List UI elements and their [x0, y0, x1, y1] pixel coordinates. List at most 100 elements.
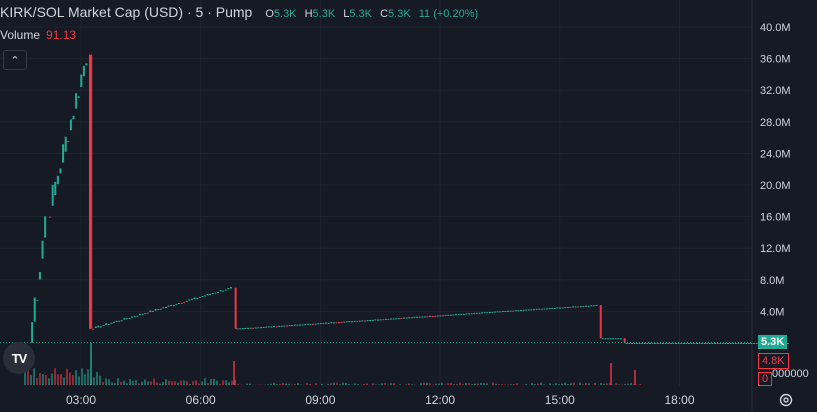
candle [449, 314, 452, 316]
volume-bar [327, 383, 329, 385]
volume-bar [57, 374, 59, 385]
candle [403, 317, 406, 319]
volume-bar [225, 380, 227, 385]
low-value: 5.3K [349, 8, 373, 20]
candle [343, 321, 346, 323]
candle [33, 297, 36, 322]
volume-bar [477, 383, 479, 385]
candle [252, 327, 255, 329]
candle [525, 309, 528, 311]
candle [193, 297, 196, 300]
volume-bar [573, 382, 575, 385]
candle [551, 307, 554, 309]
candle [149, 310, 152, 313]
volume-spike [233, 361, 235, 385]
settings-gear-icon[interactable] [778, 392, 794, 408]
candle [80, 74, 83, 88]
volume-bar [471, 384, 473, 385]
candle [88, 54, 93, 329]
candle [206, 293, 209, 296]
candle [260, 327, 263, 329]
candle [664, 342, 667, 344]
candle [351, 321, 354, 323]
candle [617, 338, 620, 340]
volume-bar [405, 384, 407, 385]
volume-bar [69, 372, 71, 385]
candle [183, 302, 186, 304]
candle [67, 141, 70, 143]
x-tick-label: 06:00 [186, 393, 216, 407]
low-label: L [343, 8, 350, 20]
volume-bar [627, 383, 629, 385]
candle [431, 315, 434, 317]
volume-bar [513, 384, 515, 385]
volume-bar [516, 383, 518, 385]
volume-bar [480, 382, 482, 385]
volume-bar [36, 377, 38, 385]
volume-bar [615, 383, 617, 385]
volume-bar [102, 382, 104, 385]
volume-bar [45, 375, 47, 385]
volume-bar [495, 383, 497, 385]
candle [227, 287, 230, 290]
volume-bar [504, 384, 506, 385]
candle [690, 342, 693, 344]
candle [125, 318, 128, 320]
volume-bar [276, 384, 278, 385]
candle [82, 65, 85, 77]
symbol-title[interactable]: KIRK/SOL Market Cap (USD) · 5 · Pump [0, 4, 253, 20]
candle [358, 320, 361, 322]
candle [306, 323, 309, 325]
volume-bar [141, 381, 143, 385]
volume-bar [186, 381, 188, 385]
volume-bar [150, 381, 152, 385]
candle [444, 314, 447, 316]
candle [377, 319, 380, 321]
candle [535, 308, 538, 310]
candle [633, 342, 636, 344]
candle [224, 289, 227, 291]
candle [408, 317, 411, 319]
volume-bar [315, 383, 317, 385]
volume-bar [444, 384, 446, 385]
volume-bar [459, 382, 461, 385]
volume-bar [228, 382, 230, 385]
candle [530, 309, 533, 311]
time-axis[interactable]: 03:00 06:00 09:00 12:00 15:00 18:00 [66, 393, 695, 407]
volume-bar [39, 373, 41, 385]
price-axis[interactable]: 40.0M 36.0M 32.0M 28.0M 24.0M 20.0M 16.0M 12.0M… [760, 22, 791, 318]
volume-bar [333, 382, 335, 385]
x-tick-label: 09:00 [305, 393, 335, 407]
volume-bar [462, 384, 464, 385]
candle [483, 312, 486, 314]
collapse-legend-button[interactable]: ⌃ [3, 50, 27, 70]
candle [714, 342, 717, 344]
candle [628, 342, 631, 344]
candle [512, 310, 515, 312]
tradingview-logo[interactable]: TV [3, 342, 35, 374]
volume-legend[interactable]: Volume 91.13 [0, 28, 76, 42]
candle [569, 306, 572, 308]
volume-bar [237, 383, 239, 385]
x-tick-label: 15:00 [545, 393, 575, 407]
volume-bar [321, 383, 323, 385]
volume-bar [600, 382, 602, 385]
candle [606, 338, 609, 340]
candle [275, 326, 278, 328]
candle [604, 338, 607, 340]
candle [382, 319, 385, 321]
volume-bar [456, 384, 458, 385]
candle [141, 313, 144, 315]
volume-bar [147, 381, 149, 385]
volume-bar [453, 384, 455, 385]
candle [659, 342, 662, 344]
candle [625, 342, 628, 344]
volume-bar [114, 383, 116, 385]
close-label: C [380, 8, 389, 20]
candle [517, 310, 520, 312]
candle [416, 316, 419, 318]
candle [85, 63, 88, 66]
volume-bar [300, 384, 302, 385]
volume-bar [366, 383, 368, 385]
